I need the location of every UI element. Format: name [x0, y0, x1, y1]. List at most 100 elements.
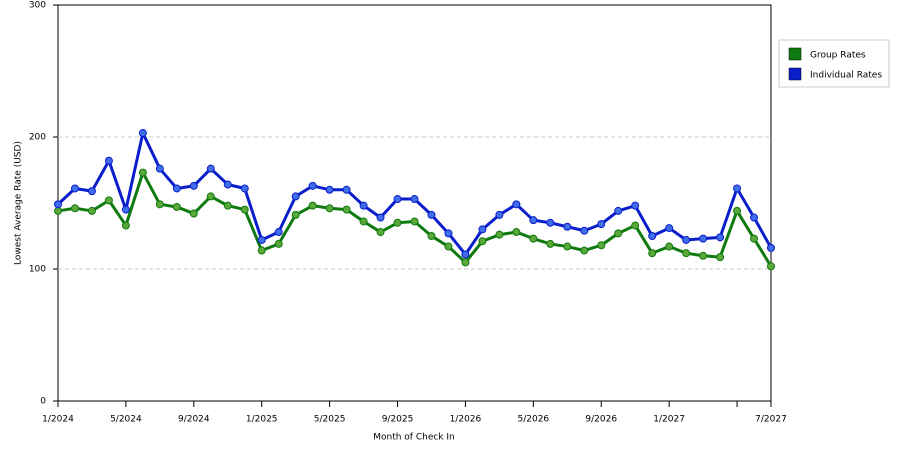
point	[359, 217, 368, 226]
point	[172, 202, 181, 211]
point	[291, 210, 300, 219]
point	[274, 239, 283, 248]
point	[750, 213, 759, 222]
point	[631, 221, 640, 230]
point	[529, 234, 538, 243]
legend-swatch	[788, 47, 802, 61]
point	[410, 195, 419, 204]
y-tick-label: 100	[29, 265, 46, 275]
point	[325, 185, 334, 194]
point	[631, 201, 640, 210]
x-tick-label: 5/2026	[517, 415, 549, 425]
point	[223, 201, 232, 210]
point	[665, 224, 674, 233]
point	[682, 235, 691, 244]
legend-label: Group Rates	[810, 51, 866, 61]
point	[257, 235, 266, 244]
point	[308, 201, 317, 210]
point	[257, 246, 266, 255]
point	[206, 164, 215, 173]
point	[716, 253, 725, 262]
point	[342, 205, 351, 214]
point	[240, 205, 249, 214]
x-tick-label: 5/2025	[314, 415, 346, 425]
point	[597, 220, 606, 229]
point	[308, 181, 317, 190]
point	[444, 242, 453, 251]
point	[699, 234, 708, 243]
point	[512, 228, 521, 237]
x-tick-label: 9/2025	[382, 415, 414, 425]
point	[546, 218, 555, 227]
point	[648, 232, 657, 240]
point	[597, 241, 606, 250]
x-tick-label: 9/2024	[178, 415, 210, 425]
point	[376, 228, 385, 237]
point	[580, 246, 589, 255]
x-tick-label: 7/2027	[755, 415, 787, 425]
y-tick-label: 0	[40, 397, 46, 407]
point	[54, 200, 62, 209]
point	[138, 168, 147, 177]
point	[104, 156, 113, 165]
y-tick-label: 200	[29, 133, 46, 143]
point	[223, 180, 232, 189]
point	[767, 243, 775, 252]
point	[325, 204, 334, 213]
point	[478, 225, 487, 234]
point	[682, 249, 691, 258]
point	[665, 242, 674, 251]
point	[495, 210, 504, 219]
point	[189, 209, 198, 218]
point	[54, 206, 62, 215]
point	[104, 196, 113, 205]
point	[87, 206, 96, 215]
point	[155, 164, 164, 173]
point	[172, 184, 181, 193]
x-tick-label: 1/2025	[246, 415, 278, 425]
x-tick-label: 9/2026	[585, 415, 617, 425]
point	[189, 181, 198, 190]
point	[733, 206, 742, 215]
point	[699, 251, 708, 260]
point	[767, 262, 775, 271]
point	[410, 217, 419, 226]
point	[393, 218, 402, 227]
point	[359, 201, 368, 210]
point	[750, 234, 759, 243]
point	[529, 216, 538, 225]
point	[716, 233, 725, 242]
x-axis-title: Month of Check In	[373, 433, 455, 443]
point	[291, 192, 300, 201]
point	[121, 221, 130, 230]
x-tick-label: 5/2024	[110, 415, 142, 425]
point	[495, 230, 504, 239]
point	[563, 222, 572, 231]
point	[206, 192, 215, 201]
point	[376, 213, 385, 222]
point	[87, 187, 96, 196]
point	[155, 200, 164, 209]
point	[461, 250, 470, 259]
point	[461, 258, 470, 267]
point	[614, 206, 623, 215]
legend-label: Individual Rates	[810, 71, 882, 81]
point	[478, 237, 487, 246]
point	[614, 229, 623, 238]
point	[546, 239, 555, 248]
point	[393, 195, 402, 204]
point	[427, 232, 436, 240]
point	[512, 200, 521, 209]
point	[70, 204, 79, 213]
y-axis-title: Lowest Average Rate (USD)	[14, 141, 24, 265]
point	[444, 229, 453, 238]
point	[121, 205, 130, 214]
legend-swatch	[788, 67, 802, 81]
point	[70, 184, 79, 193]
y-tick-label: 300	[29, 1, 46, 11]
x-tick-label: 1/2026	[450, 415, 482, 425]
x-tick-label: 1/2024	[42, 415, 74, 425]
point	[733, 184, 742, 193]
point	[274, 228, 283, 237]
